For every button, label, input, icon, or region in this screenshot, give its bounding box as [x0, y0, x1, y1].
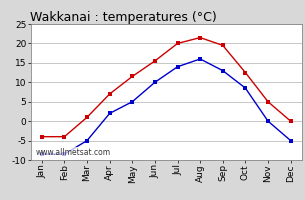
Text: www.allmetsat.com: www.allmetsat.com — [36, 148, 111, 157]
Text: Wakkanai : temperatures (°C): Wakkanai : temperatures (°C) — [30, 11, 217, 24]
